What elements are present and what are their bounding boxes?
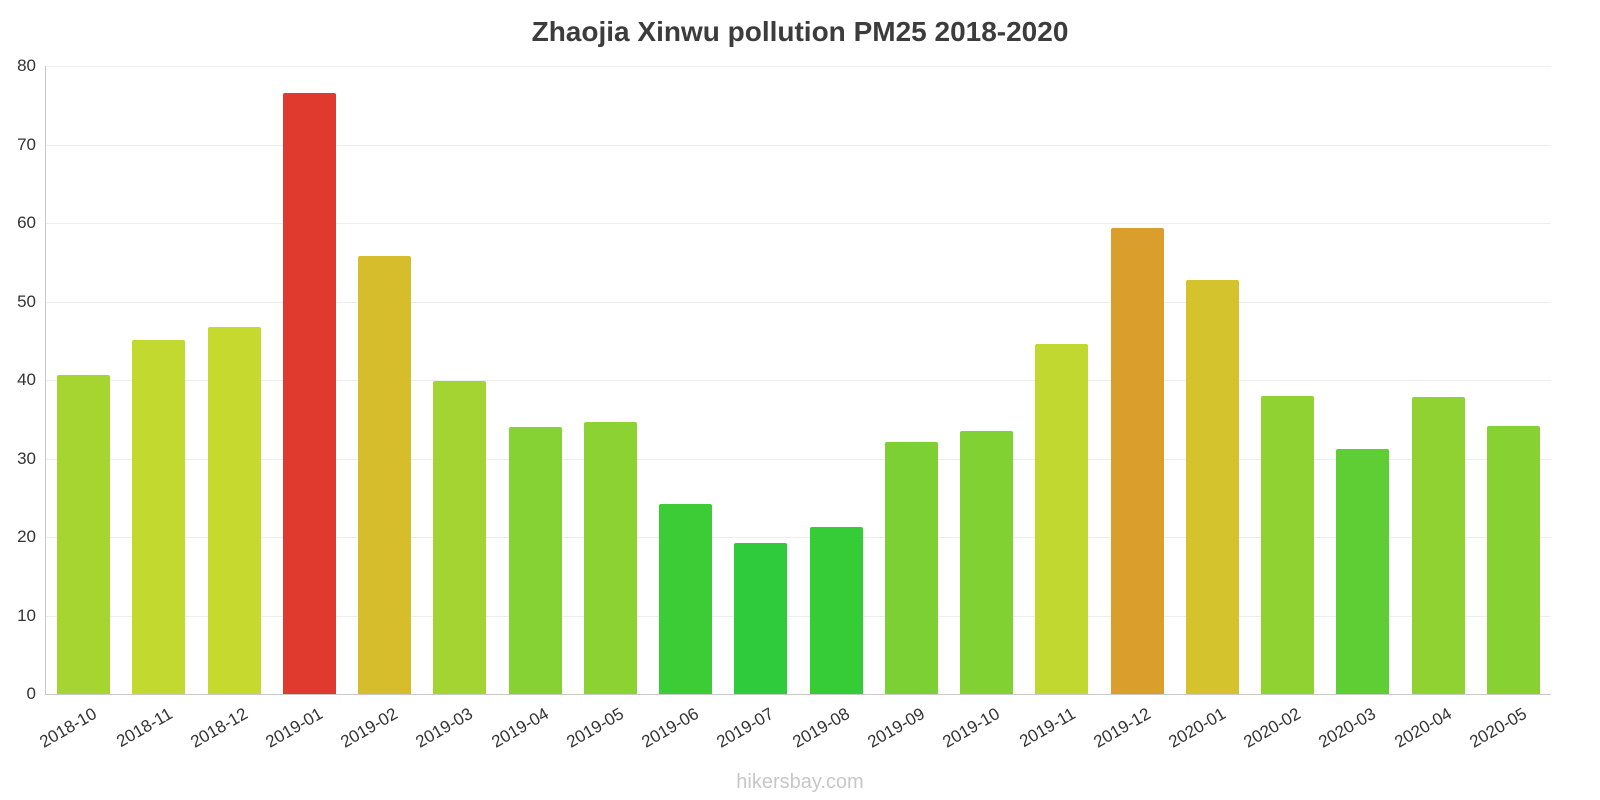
- y-axis-tick-label: 10: [17, 605, 36, 625]
- bar-2019-11[interactable]: [1035, 343, 1089, 694]
- bar-2019-10[interactable]: [960, 431, 1014, 694]
- bar-2019-05[interactable]: [583, 422, 637, 694]
- x-axis-tick-label: 2020-04: [1391, 704, 1455, 752]
- x-axis-tick-label: 2019-04: [488, 704, 552, 752]
- bar-2020-04[interactable]: [1411, 396, 1465, 694]
- x-axis-tick-label: 2019-05: [563, 704, 627, 752]
- gridline: [46, 537, 1551, 538]
- gridline: [46, 223, 1551, 224]
- gridline: [46, 458, 1551, 460]
- gridline: [46, 144, 1551, 146]
- x-axis-tick-label: 2018-11: [112, 704, 176, 752]
- x-axis-tick-label: 2019-02: [337, 704, 402, 752]
- x-axis-tick-label: 2019-08: [789, 704, 853, 752]
- bar-2019-08[interactable]: [809, 526, 863, 694]
- y-axis-tick-label: 80: [17, 56, 36, 75]
- gridline: [46, 301, 1551, 303]
- bar-2019-09[interactable]: [884, 442, 938, 694]
- x-axis-tick-label: 2019-12: [1090, 704, 1154, 752]
- x-axis-tick-label: 2020-01: [1165, 704, 1229, 752]
- x-axis-tick-label: 2020-03: [1315, 704, 1380, 752]
- bar-2019-02[interactable]: [358, 255, 412, 694]
- x-axis-tick-label: 2019-11: [1015, 704, 1079, 752]
- bar-2019-07[interactable]: [734, 543, 788, 694]
- y-axis-tick-label: 0: [26, 684, 36, 703]
- x-axis-tick-label: 2018-12: [187, 704, 251, 752]
- bar-2020-01[interactable]: [1185, 279, 1239, 694]
- bar-2018-10[interactable]: [57, 375, 111, 694]
- bar-2019-12[interactable]: [1110, 227, 1164, 694]
- x-axis-tick-label: 2019-10: [939, 704, 1004, 752]
- chart-title: Zhaojia Xinwu pollution PM25 2018-2020: [531, 16, 1069, 47]
- bar-2020-03[interactable]: [1336, 449, 1390, 694]
- x-axis-tick-label: 2020-05: [1466, 704, 1530, 752]
- bar-2020-02[interactable]: [1261, 395, 1315, 694]
- bar-2018-11[interactable]: [132, 339, 186, 694]
- gridline: [46, 66, 1551, 67]
- x-axis-tick-label: 2019-03: [412, 704, 477, 752]
- y-axis-tick-label: 70: [17, 134, 36, 154]
- x-axis-tick-label: 2018-10: [36, 704, 101, 752]
- y-axis-tick-label: 50: [17, 291, 36, 311]
- x-axis-tick-label: 2020-02: [1240, 704, 1305, 752]
- bar-2020-05[interactable]: [1486, 425, 1540, 694]
- bar-2019-03[interactable]: [433, 380, 487, 694]
- gridline: [46, 380, 1551, 381]
- bar-2018-12[interactable]: [207, 326, 261, 694]
- bar-2019-06[interactable]: [659, 504, 713, 694]
- y-axis-tick-label: 40: [17, 370, 36, 389]
- gridline: [46, 615, 1551, 617]
- bar-2019-04[interactable]: [508, 427, 562, 694]
- x-axis-tick-label: 2019-01: [262, 704, 326, 752]
- x-axis-tick-label: 2019-09: [864, 704, 928, 752]
- watermark: hikersbay.com: [736, 771, 864, 793]
- y-axis-tick-label: 20: [17, 527, 36, 546]
- x-axis-tick-label: 2019-06: [638, 704, 703, 752]
- bar-2019-01[interactable]: [282, 93, 336, 694]
- x-axis-tick-label: 2019-07: [713, 704, 778, 752]
- y-axis-tick-label: 60: [17, 213, 36, 232]
- y-axis-tick-label: 30: [17, 448, 36, 468]
- plot-area: [45, 66, 1551, 695]
